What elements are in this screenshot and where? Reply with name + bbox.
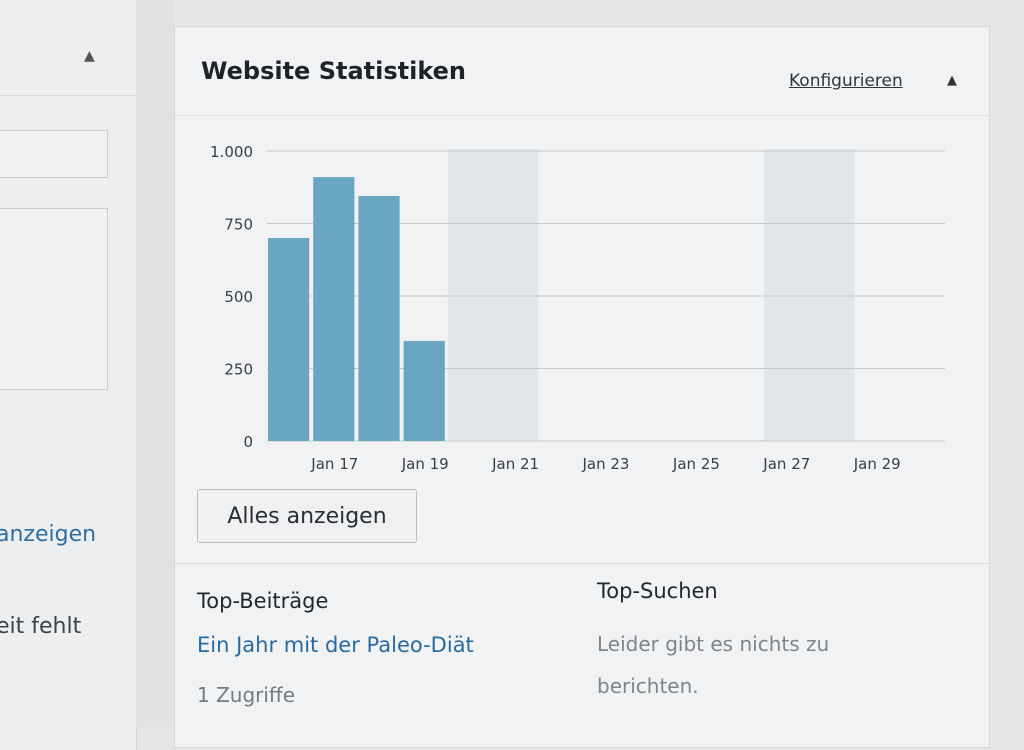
divider bbox=[0, 95, 136, 96]
weekend-band bbox=[447, 149, 539, 441]
textarea[interactable] bbox=[0, 208, 108, 390]
y-tick-label: 1.000 bbox=[210, 143, 253, 161]
x-tick-label: Jan 29 bbox=[853, 455, 901, 473]
x-tick-label: Jan 17 bbox=[310, 455, 358, 473]
y-tick-label: 0 bbox=[243, 433, 253, 451]
y-tick-label: 250 bbox=[224, 361, 253, 379]
top-post-views: 1 Zugriffe bbox=[197, 683, 296, 707]
visits-chart: 0 250 500 750 1.000 Jan 17 Jan 19 Jan 21 Jan 23 J… bbox=[210, 143, 945, 473]
divider bbox=[175, 115, 989, 116]
weekend-band bbox=[764, 149, 855, 441]
x-tick-label: Jan 27 bbox=[762, 455, 810, 473]
status-text: eit fehlt bbox=[0, 614, 82, 639]
text-input[interactable] bbox=[0, 130, 108, 178]
x-tick-label: Jan 19 bbox=[401, 455, 449, 473]
bar bbox=[313, 177, 355, 441]
bar bbox=[403, 340, 445, 441]
top-searches-empty: Leider gibt es nichts zu berichten. bbox=[597, 632, 830, 698]
divider bbox=[175, 563, 989, 564]
y-tick-label: 500 bbox=[224, 288, 253, 306]
collapse-icon[interactable]: ▲ bbox=[84, 48, 95, 64]
bar bbox=[268, 238, 310, 441]
x-tick-label: Jan 25 bbox=[672, 455, 720, 473]
y-tick-label: 750 bbox=[224, 216, 253, 234]
column-gap bbox=[136, 0, 174, 727]
collapse-icon[interactable]: ▲ bbox=[947, 73, 957, 88]
show-link[interactable]: anzeigen bbox=[0, 522, 97, 547]
x-tick-label: Jan 21 bbox=[491, 455, 539, 473]
top-post-link[interactable]: Ein Jahr mit der Paleo-Diät bbox=[197, 633, 474, 657]
configure-link[interactable]: Konfigurieren bbox=[789, 71, 903, 91]
top-posts-heading: Top-Beiträge bbox=[197, 589, 329, 613]
view-all-button[interactable]: Alles anzeigen bbox=[197, 489, 417, 543]
left-widget: ▲ anzeigen eit fehlt bbox=[0, 0, 137, 750]
top-searches-heading: Top-Suchen bbox=[597, 579, 718, 603]
bar bbox=[358, 195, 400, 441]
stats-widget: Website Statistiken Konfigurieren ▲ 0 250… bbox=[174, 26, 990, 748]
x-tick-label: Jan 23 bbox=[582, 455, 630, 473]
widget-title: Website Statistiken bbox=[201, 57, 467, 85]
